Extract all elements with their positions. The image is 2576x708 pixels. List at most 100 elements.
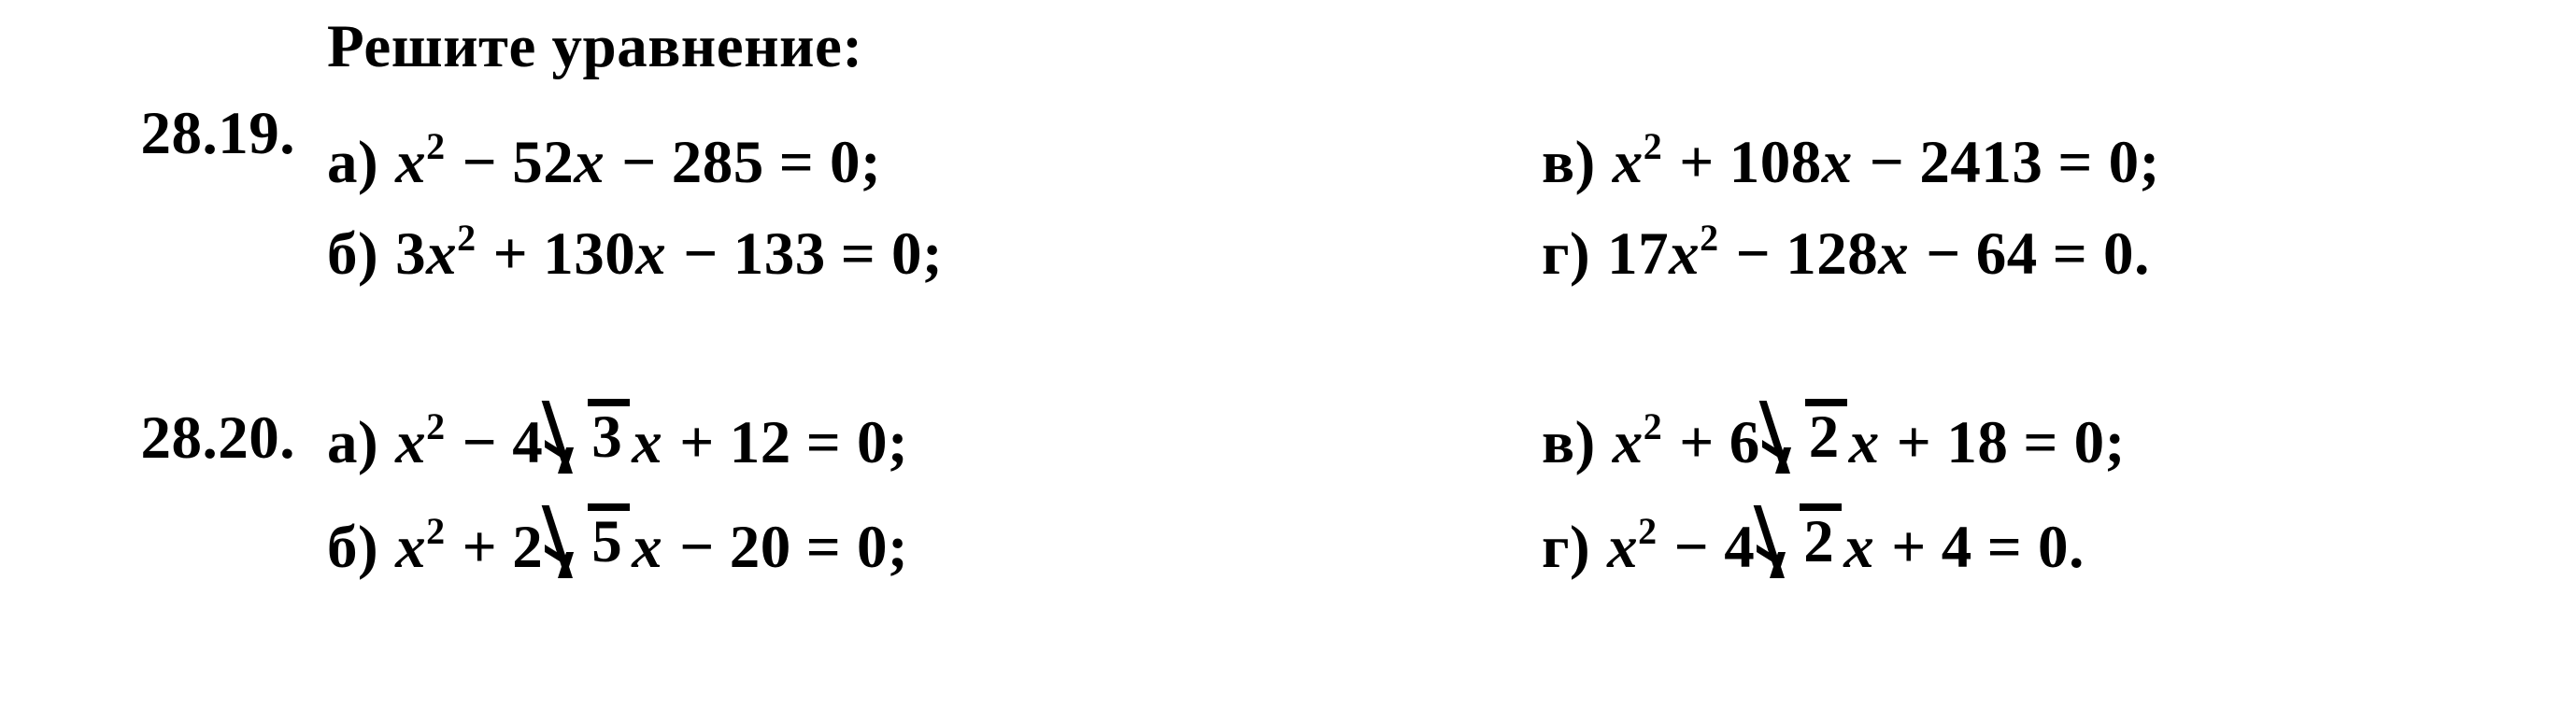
coef: 6 (1729, 413, 1760, 474)
op-plus: + (463, 517, 498, 578)
sublabel-b: б) (327, 517, 378, 578)
var-x: x (1822, 133, 1855, 193)
radicand-value: 2 (1803, 508, 1834, 575)
equation-28-20-b: б) x2 + 2 5 x − 20 = 0; (327, 475, 1542, 580)
sublabel-g: г) (1542, 517, 1590, 578)
var-x: x (632, 517, 664, 578)
op-plus: + (1891, 517, 1927, 578)
terminator: ; (2140, 133, 2160, 193)
eq-zero: = 0 (2057, 133, 2139, 193)
radical-sign (1762, 401, 1809, 474)
op-minus: − (679, 517, 715, 578)
equation-28-20-v: в) x2 + 6 2 x + 18 = 0; (1542, 371, 2576, 475)
coef: 108 (1729, 133, 1822, 193)
math-expr: x2 − 4 2 x + 4 = 0. (1607, 503, 2085, 578)
math-expr: x2 + 2 5 x − 20 = 0; (395, 503, 908, 578)
problem-number: 28.19. (141, 104, 296, 164)
var-x: x (395, 413, 428, 474)
equation-28-19-v: в) x2 + 108x − 2413 = 0; (1542, 104, 2576, 195)
radicand-value: 2 (1809, 404, 1840, 471)
coef: 128 (1786, 224, 1878, 285)
radical-sign (1757, 505, 1803, 578)
eq-zero: = 0 (2053, 224, 2134, 285)
sublabel-g: г) (1542, 224, 1590, 285)
op-plus: + (1679, 413, 1715, 474)
var-x: x (635, 224, 668, 285)
math-expr: x2 + 108x − 2413 = 0; (1613, 133, 2160, 193)
var-x: x (1613, 413, 1645, 474)
radicand: 2 (1805, 399, 1847, 474)
sqrt-icon: 2 (1762, 399, 1847, 474)
eq-zero: = 0 (779, 133, 861, 193)
left-column: а) x2 − 4 3 x + 12 = 0; (327, 371, 1542, 580)
eq-zero: = 0 (2023, 413, 2104, 474)
eq-zero: = 0 (841, 224, 922, 285)
problem-number: 28.20. (141, 408, 296, 469)
problem-columns: а) x2 − 4 3 x + 12 = 0; (327, 371, 2576, 580)
const: 133 (733, 224, 826, 285)
op-plus: + (493, 224, 529, 285)
problem-content: а) x2 − 4 3 x + 12 = 0; (327, 371, 2576, 580)
problem-number-col: 28.19. (0, 104, 327, 164)
radicand: 2 (1800, 503, 1842, 578)
sqrt-icon: 3 (545, 399, 630, 474)
coef: 130 (543, 224, 635, 285)
coef: 4 (512, 413, 543, 474)
const: 18 (1946, 413, 2008, 474)
op-minus: − (683, 224, 719, 285)
var-x: x (395, 517, 428, 578)
terminator: ; (2105, 413, 2126, 474)
const: 4 (1942, 517, 1972, 578)
const: 2413 (1919, 133, 2042, 193)
terminator: ; (861, 133, 881, 193)
var-x: x (632, 413, 664, 474)
op-minus: − (1926, 224, 1961, 285)
terminator: . (2134, 224, 2150, 285)
op-plus: + (679, 413, 715, 474)
var-x: x (1669, 224, 1701, 285)
var-x: x (1843, 517, 1876, 578)
sublabel-a: а) (327, 413, 378, 474)
sublabel-v: в) (1542, 133, 1596, 193)
terminator: ; (888, 517, 908, 578)
math-expr: x2 − 4 3 x + 12 = 0; (395, 399, 908, 474)
var-x: x (1613, 133, 1645, 193)
exponent: 2 (426, 408, 446, 446)
math-expr: 3x2 + 130x − 133 = 0; (395, 224, 943, 285)
const: 12 (730, 413, 791, 474)
var-x: x (426, 224, 459, 285)
heading-row: Решите уравнение: (0, 17, 2576, 104)
heading: Решите уравнение: (327, 17, 2576, 78)
equation-28-20-a: а) x2 − 4 3 x + 12 = 0; (327, 371, 1542, 475)
radical-sign (545, 505, 591, 578)
sublabel-b: б) (327, 224, 378, 285)
equation-28-20-g: г) x2 − 4 2 x + 4 = 0. (1542, 475, 2576, 580)
const: 20 (730, 517, 791, 578)
terminator: . (2069, 517, 2085, 578)
sqrt-icon: 5 (545, 503, 630, 578)
radicand-value: 3 (591, 404, 622, 471)
op-minus: − (463, 413, 498, 474)
radicand: 3 (588, 399, 630, 474)
eq-zero: = 0 (1987, 517, 2069, 578)
right-column: в) x2 + 6 2 x + 18 = 0; (1542, 371, 2576, 580)
coef: 2 (512, 517, 543, 578)
exponent: 2 (1644, 408, 1663, 446)
op-plus: + (1897, 413, 1932, 474)
sqrt-icon: 2 (1757, 503, 1842, 578)
op-minus: − (1674, 517, 1710, 578)
var-x: x (1878, 224, 1911, 285)
math-expr: x2 + 6 2 x + 18 = 0; (1613, 399, 2126, 474)
equation-28-19-b: б) 3x2 + 130x − 133 = 0; (327, 195, 1542, 287)
op-minus: − (1870, 133, 1905, 193)
problem-content: а) x2 − 52x − 285 = 0; б) (327, 104, 2576, 287)
sublabel-v: в) (1542, 413, 1596, 474)
op-minus: − (621, 133, 657, 193)
terminator: ; (922, 224, 943, 285)
page: Решите уравнение: 28.19. а) x2 − 52x − (0, 0, 2576, 708)
radical-sign (545, 401, 591, 474)
problem-28-19: 28.19. а) x2 − 52x − 285 = 0; (0, 104, 2576, 287)
exponent: 2 (1638, 513, 1658, 550)
equation-28-19-g: г) 17x2 − 128x − 64 = 0. (1542, 195, 2576, 287)
eq-zero: = 0 (806, 517, 888, 578)
